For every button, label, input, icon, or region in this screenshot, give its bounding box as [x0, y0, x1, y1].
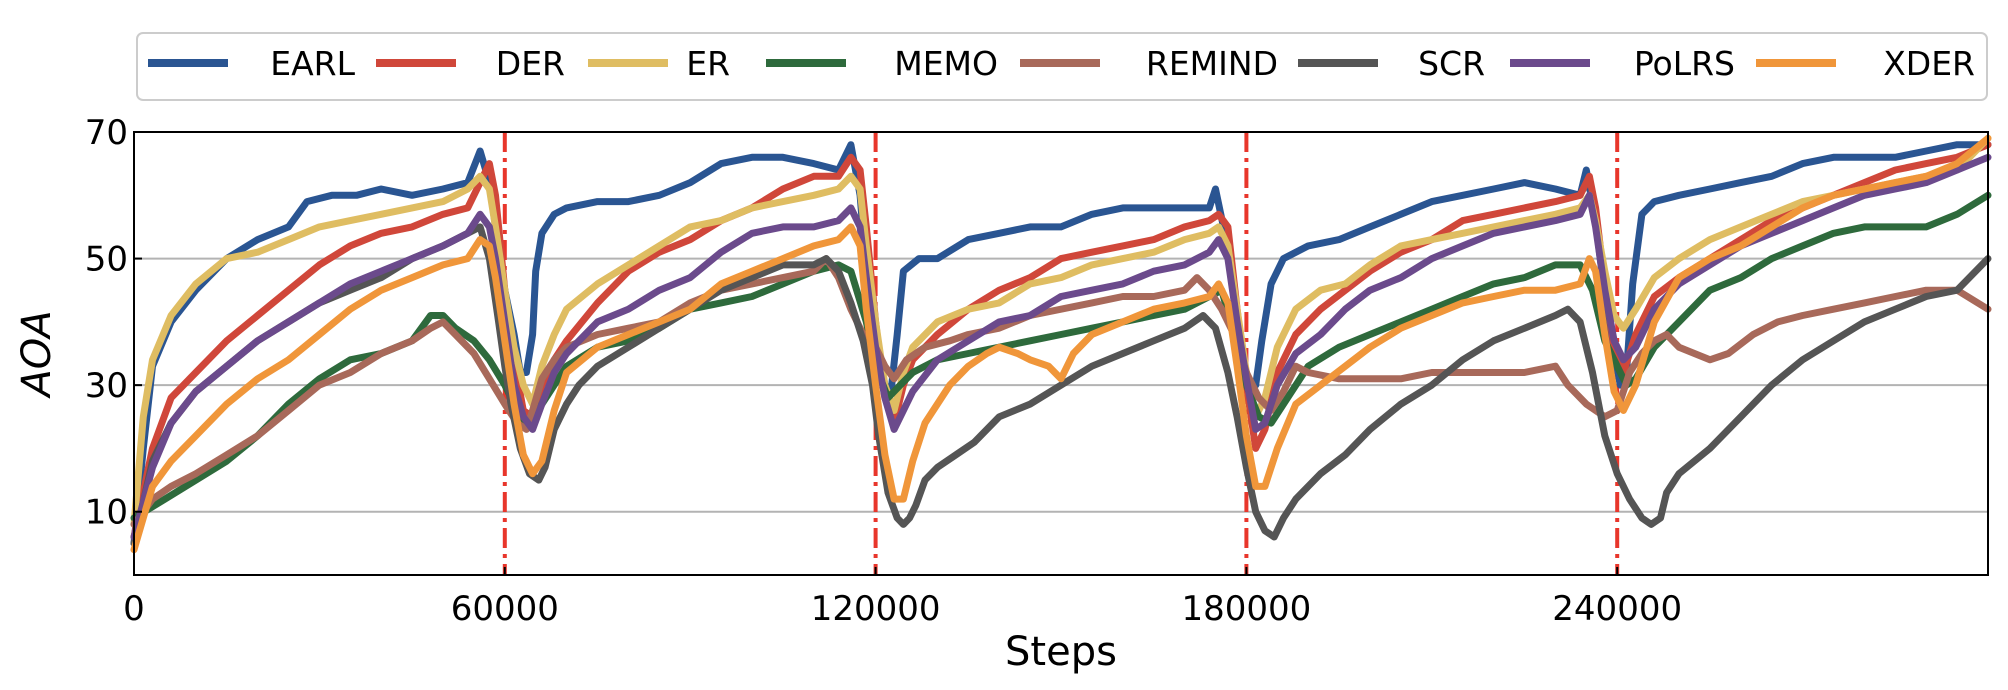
y-tick-label: 10: [85, 493, 128, 533]
x-axis-title: Steps: [1005, 629, 1117, 675]
legend-label-memo: MEMO: [894, 44, 998, 83]
x-tick-label: 180000: [1182, 589, 1312, 629]
legend-label-xder: XDER: [1883, 44, 1975, 83]
legend: EARL DER ER MEMO REMIND SCR PoLRS XDER: [136, 32, 1988, 101]
series-lines: [130, 134, 1992, 554]
x-tick-label: 60000: [451, 589, 559, 629]
y-tick-label: 30: [85, 366, 128, 406]
legend-label-remind: REMIND: [1146, 44, 1278, 83]
y-axis-title: AOA: [14, 310, 60, 399]
y-tick-label: 50: [85, 240, 128, 280]
legend-label-polrs: PoLRS: [1634, 44, 1735, 83]
legend-label-earl: EARL: [270, 44, 355, 83]
legend-label-er: ER: [686, 44, 730, 83]
series-line-er: [130, 134, 1992, 528]
legend-label-der: DER: [496, 44, 565, 83]
y-tick-label: 70: [85, 113, 128, 153]
x-tick-label: 0: [123, 589, 145, 629]
x-tick-label: 120000: [811, 589, 941, 629]
axis-ticks: 0 60000 120000 180000 240000 10 30 50 70: [85, 113, 1682, 629]
series-line-polrs: [130, 153, 1992, 541]
legend-label-scr: SCR: [1418, 44, 1485, 83]
series-line-scr: [130, 223, 1992, 547]
series-line-xder: [130, 134, 1992, 554]
plot-frame: [133, 131, 1989, 576]
x-tick-label: 240000: [1552, 589, 1682, 629]
